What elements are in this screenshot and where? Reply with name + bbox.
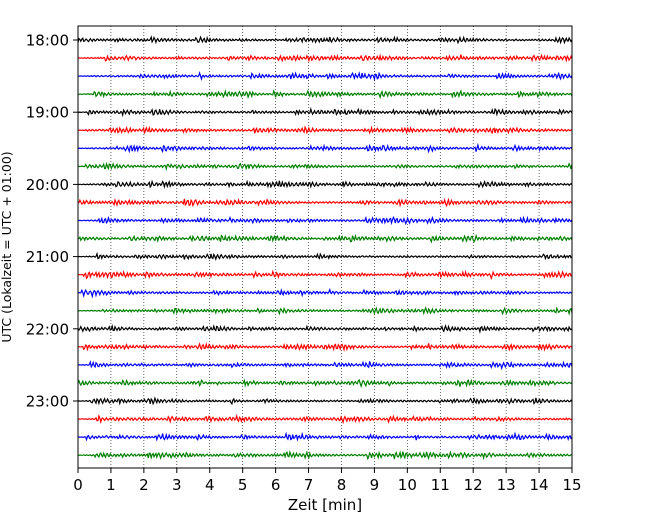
y-axis-label: UTC (Lokalzeit = UTC + 01:00) [0,151,14,342]
trace-1845 [77,89,573,100]
trace-2345 [77,450,573,461]
y-tick-label-0: 18:00 [26,32,69,50]
seismic-traces [77,35,573,461]
trace-1815 [77,53,573,63]
x-tick-label-14: 14 [530,476,549,494]
x-tick-label-13: 13 [497,476,516,494]
trace-2100 [77,251,573,262]
trace-2045 [77,233,573,244]
x-tick-label-1: 1 [106,476,116,494]
y-tick-label-1: 19:00 [26,104,69,122]
trace-2315 [77,413,573,425]
x-tick-label-0: 0 [73,476,83,494]
x-tick-label-11: 11 [431,476,450,494]
trace-2030 [77,215,573,226]
x-tick-label-12: 12 [464,476,483,494]
trace-2230 [77,360,573,371]
trace-1900 [77,106,573,118]
trace-2000 [77,179,573,190]
y-tick-label-2: 20:00 [26,176,69,194]
x-tick-label-15: 15 [562,476,581,494]
y-axis-ticks: 18:00 19:00 20:00 21:00 22:00 23:00 [26,32,78,411]
x-tick-label-9: 9 [370,476,380,494]
x-tick-label-10: 10 [398,476,417,494]
y-tick-label-3: 21:00 [26,248,69,266]
trace-2215 [77,342,573,352]
trace-1930 [77,142,573,154]
trace-1915 [77,125,573,135]
trace-2200 [77,323,573,335]
x-tick-label-6: 6 [271,476,281,494]
trace-2330 [77,431,573,442]
trace-2245 [77,378,573,389]
plot-frame [77,25,573,469]
y-tick-label-5: 23:00 [26,393,69,411]
x-axis-ticks: 0 1 2 3 4 5 6 7 8 9 10 11 12 13 14 15 [73,468,582,494]
x-tick-label-4: 4 [205,476,215,494]
trace-2300 [77,396,573,406]
trace-2130 [77,287,573,299]
trace-1830 [77,71,573,82]
x-tick-label-2: 2 [139,476,149,494]
trace-2115 [77,269,573,281]
x-tick-label-3: 3 [172,476,182,494]
x-axis-label: Zeit [min] [288,496,362,514]
trace-1945 [77,161,573,172]
x-tick-label-7: 7 [304,476,314,494]
trace-2015 [77,197,573,208]
trace-2145 [77,306,573,316]
y-tick-label-4: 22:00 [26,320,69,338]
x-tick-label-8: 8 [337,476,347,494]
trace-1800 [77,35,573,45]
x-tick-label-5: 5 [238,476,248,494]
